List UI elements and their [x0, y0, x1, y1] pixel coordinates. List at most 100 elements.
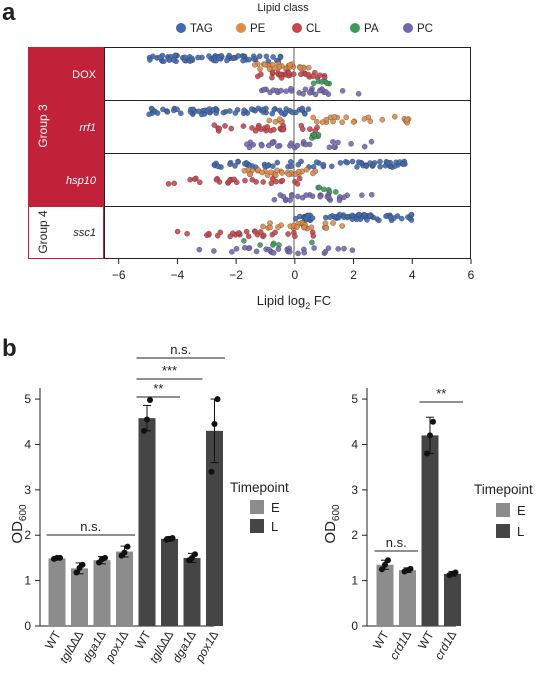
- point-pe-hsp10: [241, 168, 248, 174]
- point-tag-ssc1: [367, 213, 373, 219]
- point-tag-ssc1: [408, 211, 415, 218]
- point-tag-hsp10: [377, 158, 383, 165]
- point-pc-ssc1: [229, 249, 235, 255]
- point-tag-dox: [240, 57, 246, 64]
- point-tag-dox: [206, 53, 212, 59]
- point-tag-dox: [224, 57, 230, 64]
- point-tag-dox: [195, 54, 201, 61]
- x-axis-a: −6 −4 −2 0 2 4 6: [112, 259, 475, 282]
- y-tick-label: 4: [24, 437, 31, 451]
- legend-marker-tag: [176, 23, 186, 33]
- point-pa-hsp10: [316, 184, 322, 191]
- point-pe-ssc1: [330, 220, 336, 226]
- group4-label: Group 4: [36, 210, 50, 254]
- point-cl-rrf1: [228, 125, 235, 132]
- point-tag-rrf1: [302, 111, 308, 117]
- point-tag-rrf1: [289, 109, 296, 116]
- point-pc-dox: [307, 90, 313, 96]
- point-tag-hsp10: [288, 163, 294, 170]
- point-pc-hsp10: [295, 193, 301, 200]
- data-point: [214, 396, 221, 403]
- x-tick-label-a: −2: [229, 268, 243, 282]
- point-pe-rrf1: [343, 114, 349, 121]
- point-tag-hsp10: [320, 161, 327, 168]
- point-pc-dox: [355, 91, 362, 97]
- point-pe-ssc1: [294, 224, 300, 230]
- point-tag-dox: [251, 56, 257, 62]
- bar: [93, 560, 111, 626]
- point-pe-rrf1: [314, 119, 320, 125]
- y-tick-label: 5: [24, 392, 31, 406]
- data-point: [79, 561, 86, 568]
- point-pc-ssc1: [233, 246, 240, 252]
- x-tick-label-a: −4: [171, 268, 185, 282]
- point-tag-dox: [150, 53, 156, 60]
- point-tag-ssc1: [356, 211, 362, 218]
- point-tag-ssc1: [344, 214, 351, 221]
- point-pc-ssc1: [295, 250, 301, 257]
- point-tag-hsp10: [337, 160, 344, 166]
- point-tag-rrf1: [195, 108, 202, 115]
- point-tag-dox: [256, 53, 263, 59]
- y-axis-label-right: OD600: [322, 504, 342, 544]
- point-tag-hsp10: [367, 160, 373, 166]
- point-pe-dox: [262, 61, 268, 68]
- point-pe-ssc1: [275, 224, 281, 230]
- point-tag-hsp10: [264, 163, 271, 169]
- legend-marker-pa: [350, 23, 360, 33]
- point-pe-rrf1: [276, 116, 283, 122]
- point-tag-dox: [156, 54, 163, 61]
- x-tick-label-a: −6: [112, 268, 126, 282]
- lipid-class-legend: TAG PE CL PA PC: [176, 23, 433, 35]
- point-pe-dox: [272, 65, 279, 71]
- point-cl-dox: [298, 71, 304, 78]
- group4-band: [28, 206, 104, 259]
- legend-marker-pe: [236, 23, 246, 33]
- point-pc-hsp10: [271, 196, 278, 203]
- point-tag-dox: [189, 55, 195, 62]
- x-tick-label-a: 4: [409, 268, 416, 282]
- point-pe-hsp10: [273, 172, 279, 179]
- bar: [183, 557, 201, 626]
- point-pc-ssc1: [270, 250, 277, 256]
- legend-label-pe: PE: [250, 23, 266, 35]
- point-pe-ssc1: [260, 223, 266, 230]
- point-tag-rrf1: [146, 111, 152, 118]
- point-tag-hsp10: [235, 159, 241, 165]
- data-point: [211, 421, 218, 428]
- y-tick-label: 3: [351, 483, 358, 497]
- point-pe-ssc1: [267, 224, 273, 231]
- bar: [206, 430, 223, 626]
- bar: [399, 570, 416, 626]
- point-pc-dox: [261, 86, 267, 93]
- x-category-label: WT: [132, 628, 154, 652]
- data-point: [427, 432, 433, 439]
- y-axis-label-left: OD600: [9, 504, 29, 544]
- point-pe-hsp10: [268, 169, 274, 175]
- point-pc-ssc1: [301, 249, 307, 256]
- row-label-ssc1: ssc1: [73, 227, 96, 239]
- point-pc-rrf1: [294, 142, 301, 149]
- point-cl-hsp10: [197, 179, 203, 186]
- point-cl-ssc1: [261, 232, 267, 239]
- point-cl-ssc1: [252, 228, 259, 235]
- data-point: [147, 396, 153, 403]
- legend-label-l-right: L: [517, 524, 524, 539]
- point-tag-rrf1: [271, 106, 277, 113]
- point-tag-hsp10: [274, 159, 281, 166]
- point-tag-hsp10: [215, 163, 222, 170]
- point-cl-hsp10: [242, 177, 248, 184]
- point-pc-rrf1: [331, 144, 337, 150]
- x-tick-label-a: 0: [291, 268, 298, 282]
- point-pa-ssc1: [257, 242, 263, 248]
- point-pc-hsp10: [303, 192, 309, 198]
- point-cl-dox: [278, 75, 285, 81]
- point-cl-ssc1: [184, 230, 190, 237]
- point-cl-dox: [317, 72, 323, 78]
- point-pe-hsp10: [303, 166, 310, 173]
- point-cl-ssc1: [174, 228, 181, 235]
- point-cl-rrf1: [252, 128, 259, 134]
- data-point: [73, 569, 80, 576]
- point-tag-ssc1: [309, 215, 316, 221]
- point-pe-dox: [257, 66, 263, 72]
